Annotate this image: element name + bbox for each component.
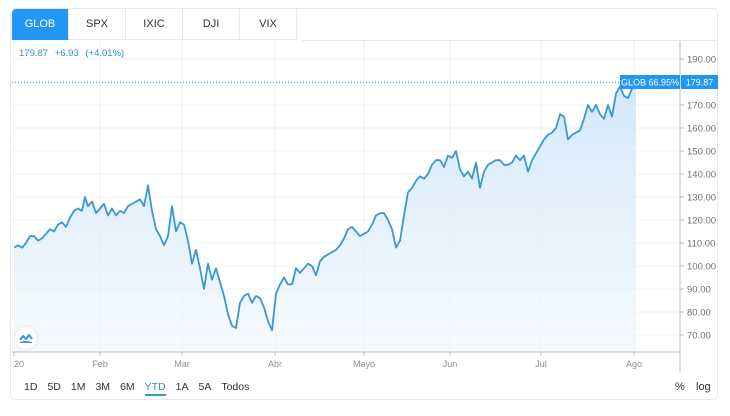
svg-text:Feb: Feb [92,359,108,369]
svg-text:90.00: 90.00 [687,285,711,296]
range-1m[interactable]: 1M [70,381,86,393]
price-tag-value: 179.87 [686,78,714,88]
range-selector: 1D 5D 1M 3M 6M YTD 1A 5A Todos [24,381,259,396]
range-5a[interactable]: 5A [198,381,212,393]
tabs-divider [302,9,718,41]
log-scale-toggle[interactable]: log [696,381,711,393]
svg-text:Ago: Ago [626,359,642,369]
range-3m[interactable]: 3M [95,381,111,393]
svg-text:110.00: 110.00 [687,239,715,250]
tab-spx[interactable]: SPX [69,9,126,40]
tab-glob[interactable]: GLOB [12,9,69,40]
price-tag: GLOB 66.95% 179.87 [620,75,718,89]
tab-vix[interactable]: VIX [240,9,297,40]
svg-text:Jul: Jul [535,359,547,369]
range-6m[interactable]: 6M [120,381,135,393]
time-axis-labels: 20 Feb Mar Abr Mayo Jun Jul Ago [13,352,642,369]
price-tag-label: GLOB 66.95% [621,78,679,88]
svg-text:170.00: 170.00 [687,101,716,112]
svg-text:70.00: 70.00 [687,331,711,342]
range-ytd[interactable]: YTD [144,381,166,396]
series-legend: 179.87 +6.93 (+4.01%) [19,48,128,59]
price-axis-labels: 190.00180.00170.00160.00150.00140.00130.… [680,55,716,342]
tab-ixic[interactable]: IXIC [126,9,183,40]
legend-change-pct: (+4.01%) [85,48,125,59]
range-1a[interactable]: 1A [175,381,189,393]
svg-text:100.00: 100.00 [687,262,716,273]
svg-text:Mar: Mar [174,359,190,369]
tradingview-logo[interactable] [14,326,38,350]
tab-dji[interactable]: DJI [183,9,240,40]
legend-change: +6.93 [54,48,79,59]
price-line [13,81,637,332]
svg-text:130.00: 130.00 [687,193,716,204]
svg-text:80.00: 80.00 [687,308,711,319]
svg-text:Jun: Jun [443,359,458,369]
svg-text:120.00: 120.00 [687,216,716,227]
legend-price: 179.87 [19,48,49,59]
svg-text:20: 20 [14,359,24,369]
range-1d[interactable]: 1D [24,381,38,393]
cloud-chart-icon [19,334,33,343]
svg-text:140.00: 140.00 [687,170,716,181]
svg-text:160.00: 160.00 [687,124,716,135]
range-todos[interactable]: Todos [221,381,250,393]
percent-scale-toggle[interactable]: % [675,381,685,393]
price-area-fill [14,82,636,353]
svg-text:Mayo: Mayo [353,359,375,369]
svg-text:190.00: 190.00 [687,55,716,66]
range-5d[interactable]: 5D [47,381,61,393]
symbol-tabs: GLOB SPX IXIC DJI VIX [12,9,297,40]
svg-text:Abr: Abr [268,359,282,369]
svg-text:150.00: 150.00 [687,147,716,158]
